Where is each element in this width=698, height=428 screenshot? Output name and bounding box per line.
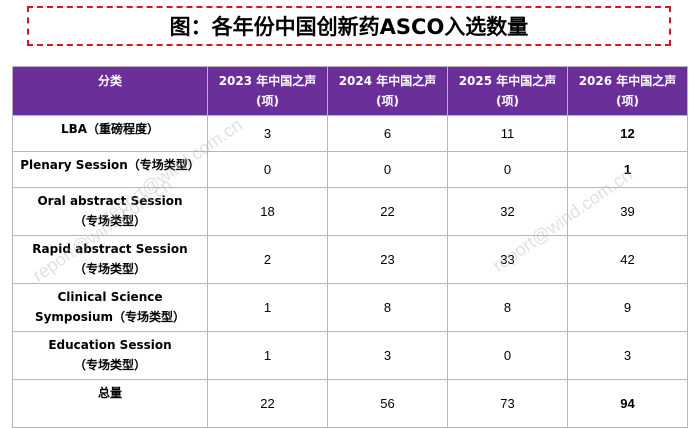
table-row: Clinical Science Symposium（专场类型） 1 8 8 9 bbox=[12, 283, 688, 332]
table-row: Oral abstract Session （专场类型） 18 22 32 39 bbox=[12, 187, 688, 236]
page-title: 图：各年份中国创新药ASCO入选数量 bbox=[169, 15, 529, 39]
cell-value: 1 bbox=[207, 331, 328, 380]
cell-value: 22 bbox=[327, 187, 448, 236]
cell-value: 39 bbox=[567, 187, 688, 236]
cell-value: 12 bbox=[567, 115, 688, 152]
column-header-year: 2023 年中国之声 (项) bbox=[207, 66, 328, 116]
row-label: Plenary Session（专场类型） bbox=[12, 151, 208, 188]
column-header-line: 2024 年中国之声 bbox=[338, 74, 437, 88]
column-header-line: (项) bbox=[256, 94, 279, 108]
column-header-line: 分类 bbox=[97, 74, 122, 88]
row-label-line: Symposium（专场类型） bbox=[34, 310, 186, 324]
row-label-line: Rapid abstract Session bbox=[32, 242, 188, 256]
column-header-line: (项) bbox=[496, 94, 519, 108]
column-header-year: 2024 年中国之声 (项) bbox=[327, 66, 448, 116]
cell-value: 9 bbox=[567, 283, 688, 332]
cell-value: 0 bbox=[447, 151, 568, 188]
column-header-line: (项) bbox=[376, 94, 399, 108]
table-header-row: 分类 2023 年中国之声 (项) 2024 年中国之声 (项) 2025 年中国之声 (项… bbox=[12, 66, 688, 116]
title-box: 图：各年份中国创新药ASCO入选数量 bbox=[27, 6, 671, 46]
row-label: LBA（重磅程度） bbox=[12, 115, 208, 152]
cell-value: 8 bbox=[447, 283, 568, 332]
cell-value: 11 bbox=[447, 115, 568, 152]
column-header-line: (项) bbox=[616, 94, 639, 108]
cell-value: 3 bbox=[207, 115, 328, 152]
cell-value: 23 bbox=[327, 235, 448, 284]
cell-value: 3 bbox=[327, 331, 448, 380]
row-label-line: LBA（重磅程度） bbox=[60, 122, 160, 136]
cell-value: 94 bbox=[567, 379, 688, 428]
cell-value: 1 bbox=[567, 151, 688, 188]
cell-value: 22 bbox=[207, 379, 328, 428]
column-header-category: 分类 bbox=[12, 66, 208, 116]
cell-value: 3 bbox=[567, 331, 688, 380]
row-label-line: Plenary Session（专场类型） bbox=[20, 158, 200, 172]
cell-value: 2 bbox=[207, 235, 328, 284]
cell-value: 0 bbox=[447, 331, 568, 380]
column-header-line: 2026 年中国之声 bbox=[578, 74, 677, 88]
cell-value: 0 bbox=[207, 151, 328, 188]
cell-value: 8 bbox=[327, 283, 448, 332]
table-row: Plenary Session（专场类型） 0 0 0 1 bbox=[12, 151, 688, 188]
row-label-line: （专场类型） bbox=[73, 358, 146, 372]
row-label: Education Session （专场类型） bbox=[12, 331, 208, 380]
table-row: Education Session （专场类型） 1 3 0 3 bbox=[12, 331, 688, 380]
cell-value: 73 bbox=[447, 379, 568, 428]
column-header-line: 2023 年中国之声 bbox=[218, 74, 317, 88]
column-header-line: 2025 年中国之声 bbox=[458, 74, 557, 88]
row-label-line: 总量 bbox=[97, 386, 122, 400]
cell-value: 0 bbox=[327, 151, 448, 188]
table-row: Rapid abstract Session （专场类型） 2 23 33 42 bbox=[12, 235, 688, 284]
row-label-line: Education Session bbox=[48, 338, 172, 352]
column-header-year: 2026 年中国之声 (项) bbox=[567, 66, 688, 116]
row-label: 总量 bbox=[12, 379, 208, 428]
row-label: Clinical Science Symposium（专场类型） bbox=[12, 283, 208, 332]
column-header-year: 2025 年中国之声 (项) bbox=[447, 66, 568, 116]
row-label-line: （专场类型） bbox=[73, 262, 146, 276]
table-row: LBA（重磅程度） 3 6 11 12 bbox=[12, 115, 688, 152]
row-label-line: Oral abstract Session bbox=[37, 194, 183, 208]
cell-value: 32 bbox=[447, 187, 568, 236]
cell-value: 56 bbox=[327, 379, 448, 428]
row-label: Rapid abstract Session （专场类型） bbox=[12, 235, 208, 284]
row-label-line: （专场类型） bbox=[73, 214, 146, 228]
cell-value: 42 bbox=[567, 235, 688, 284]
cell-value: 1 bbox=[207, 283, 328, 332]
row-label: Oral abstract Session （专场类型） bbox=[12, 187, 208, 236]
table-row: 总量 22 56 73 94 bbox=[12, 379, 688, 428]
data-table: 分类 2023 年中国之声 (项) 2024 年中国之声 (项) 2025 年中国之声 (项… bbox=[12, 66, 688, 428]
cell-value: 6 bbox=[327, 115, 448, 152]
row-label-line: Clinical Science bbox=[57, 290, 163, 304]
cell-value: 18 bbox=[207, 187, 328, 236]
cell-value: 33 bbox=[447, 235, 568, 284]
